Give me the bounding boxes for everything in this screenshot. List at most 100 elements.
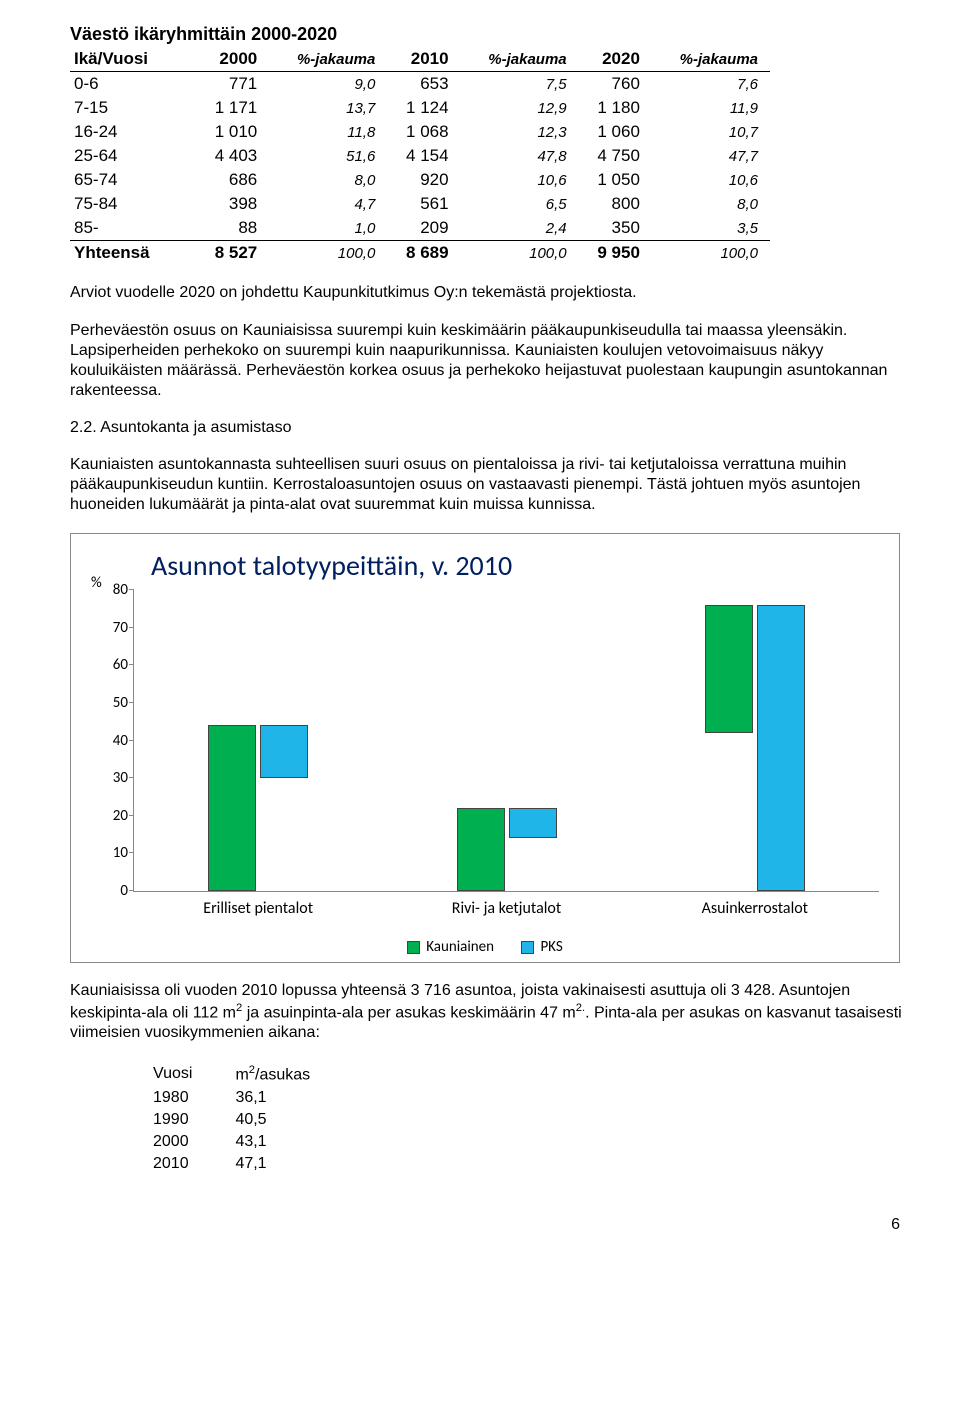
cell: Yhteensä bbox=[70, 241, 196, 266]
cell: 100,0 bbox=[652, 241, 770, 266]
text: ja asuinpinta-ala per asukas keskimäärin… bbox=[242, 1004, 576, 1021]
cell: 4 750 bbox=[579, 144, 652, 168]
cell: 16-24 bbox=[70, 120, 196, 144]
col-2020-pct: %-jakauma bbox=[652, 47, 770, 72]
cell: 686 bbox=[196, 168, 269, 192]
cell: 2,4 bbox=[461, 216, 579, 241]
table-row: 201047,1 bbox=[152, 1154, 350, 1174]
cell: 100,0 bbox=[461, 241, 579, 266]
cell: 1980 bbox=[152, 1088, 232, 1108]
cell: 2010 bbox=[152, 1154, 232, 1174]
y-tick-label: 20 bbox=[98, 807, 134, 825]
cell: 8 527 bbox=[196, 241, 269, 266]
table-row: 200043,1 bbox=[152, 1132, 350, 1152]
col-2000: 2000 bbox=[196, 47, 269, 72]
legend-swatch bbox=[521, 941, 534, 954]
col-age: Ikä/Vuosi bbox=[70, 47, 196, 72]
table-row: 0-67719,06537,57607,6 bbox=[70, 72, 770, 97]
table-row: 25-644 40351,64 15447,84 75047,7 bbox=[70, 144, 770, 168]
col-2020: 2020 bbox=[579, 47, 652, 72]
cell: 0-6 bbox=[70, 72, 196, 97]
cell: 88 bbox=[196, 216, 269, 241]
paragraph: Arviot vuodelle 2020 on johdettu Kaupunk… bbox=[70, 283, 920, 303]
cell: 4,7 bbox=[269, 192, 387, 216]
cell: 47,8 bbox=[461, 144, 579, 168]
cell: 760 bbox=[579, 72, 652, 97]
legend-item: Kauniainen bbox=[407, 938, 494, 956]
cell: 100,0 bbox=[269, 241, 387, 266]
cell: 771 bbox=[196, 72, 269, 97]
y-tick-label: 80 bbox=[98, 581, 134, 599]
cell: 7-15 bbox=[70, 96, 196, 120]
bar bbox=[457, 808, 505, 891]
cell: m2/asukas bbox=[234, 1063, 350, 1085]
cell: 36,1 bbox=[234, 1088, 350, 1108]
cell: 75-84 bbox=[70, 192, 196, 216]
chart-title: Asunnot talotyypeittäin, v. 2010 bbox=[151, 548, 889, 583]
table-header-row: Ikä/Vuosi 2000 %-jakauma 2010 %-jakauma … bbox=[70, 47, 770, 72]
page-number: 6 bbox=[70, 1216, 900, 1234]
cell: 1 068 bbox=[387, 120, 460, 144]
cell: 10,7 bbox=[652, 120, 770, 144]
cell: 65-74 bbox=[70, 168, 196, 192]
cell: 2000 bbox=[152, 1132, 232, 1152]
year-table: Vuosi m2/asukas 198036,1199040,5200043,1… bbox=[150, 1061, 352, 1175]
cell: 8,0 bbox=[269, 168, 387, 192]
cell: 7,6 bbox=[652, 72, 770, 97]
cell: 47,7 bbox=[652, 144, 770, 168]
chart-plot-area: 01020304050607080Erilliset pientalotRivi… bbox=[133, 590, 879, 892]
cell: 85- bbox=[70, 216, 196, 241]
cell: 51,6 bbox=[269, 144, 387, 168]
cell: 11,8 bbox=[269, 120, 387, 144]
cell: 3,5 bbox=[652, 216, 770, 241]
col-2010: 2010 bbox=[387, 47, 460, 72]
x-tick-label: Rivi- ja ketjutalot bbox=[452, 899, 561, 918]
cell: 8,0 bbox=[652, 192, 770, 216]
cell: 1 010 bbox=[196, 120, 269, 144]
cell: 4 403 bbox=[196, 144, 269, 168]
cell: 4 154 bbox=[387, 144, 460, 168]
cell: 1 060 bbox=[579, 120, 652, 144]
superscript: 2. bbox=[576, 1002, 585, 1014]
cell: 25-64 bbox=[70, 144, 196, 168]
cell: 1990 bbox=[152, 1110, 232, 1130]
table-row: 199040,5 bbox=[152, 1110, 350, 1130]
bar-group bbox=[208, 725, 308, 891]
cell: 1 171 bbox=[196, 96, 269, 120]
bar bbox=[509, 808, 557, 838]
paragraph: Perheväestön osuus on Kauniaisissa suure… bbox=[70, 321, 920, 401]
x-tick-label: Asuinkerrostalot bbox=[702, 899, 808, 918]
y-tick-label: 70 bbox=[98, 619, 134, 637]
cell: 9 950 bbox=[579, 241, 652, 266]
section-heading: 2.2. Asuntokanta ja asumistaso bbox=[70, 419, 920, 437]
cell: 11,9 bbox=[652, 96, 770, 120]
bar-chart: Asunnot talotyypeittäin, v. 2010 % 01020… bbox=[70, 533, 900, 963]
cell: 43,1 bbox=[234, 1132, 350, 1152]
legend-item: PKS bbox=[521, 938, 562, 956]
paragraph: Kauniaisten asuntokannasta suhteellisen … bbox=[70, 455, 920, 515]
col-2000-pct: %-jakauma bbox=[269, 47, 387, 72]
legend-swatch bbox=[407, 941, 420, 954]
legend-label: Kauniainen bbox=[426, 938, 494, 956]
cell: 6,5 bbox=[461, 192, 579, 216]
table-row: 75-843984,75616,58008,0 bbox=[70, 192, 770, 216]
bar-group bbox=[705, 605, 805, 891]
y-tick-label: 30 bbox=[98, 769, 134, 787]
table-total-row: Yhteensä 8 527 100,0 8 689 100,0 9 950 1… bbox=[70, 241, 770, 266]
cell: 1 050 bbox=[579, 168, 652, 192]
table-row: 85-881,02092,43503,5 bbox=[70, 216, 770, 241]
cell: 800 bbox=[579, 192, 652, 216]
cell: 9,0 bbox=[269, 72, 387, 97]
y-tick-label: 10 bbox=[98, 844, 134, 862]
x-tick-label: Erilliset pientalot bbox=[203, 899, 313, 918]
cell: 12,3 bbox=[461, 120, 579, 144]
cell: 920 bbox=[387, 168, 460, 192]
cell: 398 bbox=[196, 192, 269, 216]
cell: 1 180 bbox=[579, 96, 652, 120]
table-header-row: Vuosi m2/asukas bbox=[152, 1063, 350, 1085]
bar bbox=[260, 725, 308, 778]
chart-legend: Kauniainen PKS bbox=[71, 938, 899, 956]
bar-group bbox=[457, 808, 557, 891]
y-tick-label: 40 bbox=[98, 732, 134, 750]
cell: 350 bbox=[579, 216, 652, 241]
